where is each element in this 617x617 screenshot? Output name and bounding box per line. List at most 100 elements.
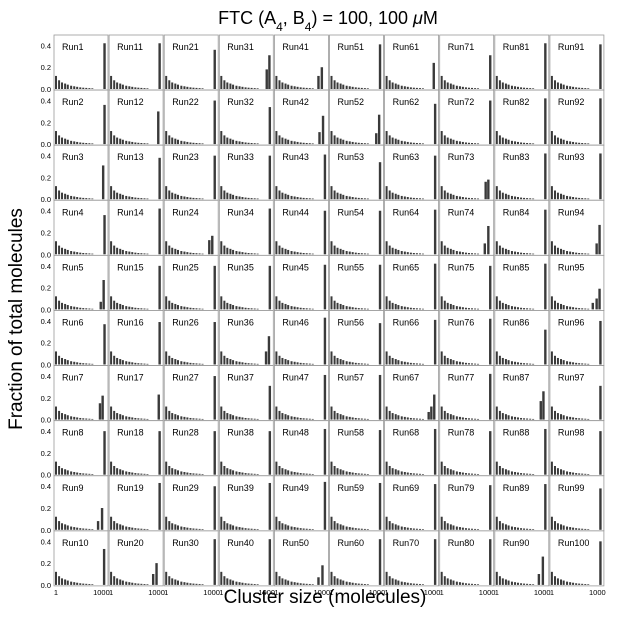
bar bbox=[550, 351, 553, 365]
panel-frame bbox=[549, 254, 605, 311]
run-label: Run30 bbox=[172, 538, 199, 548]
bar bbox=[79, 307, 82, 310]
x-tick-label: 1000 bbox=[93, 588, 110, 597]
bar bbox=[581, 308, 584, 310]
bar bbox=[458, 141, 461, 145]
run-label: Run28 bbox=[172, 428, 199, 438]
bar bbox=[110, 351, 113, 365]
bar bbox=[121, 139, 124, 145]
bar bbox=[58, 576, 61, 585]
bar bbox=[58, 135, 61, 145]
run-label: Run75 bbox=[448, 262, 475, 272]
panel-frame bbox=[384, 475, 440, 532]
bar bbox=[467, 197, 470, 200]
bar bbox=[58, 300, 61, 310]
bar bbox=[470, 308, 473, 310]
run-panel: Run14 bbox=[108, 199, 164, 256]
run-panel: Run58 bbox=[329, 420, 384, 477]
bar bbox=[201, 584, 204, 585]
bar bbox=[235, 471, 238, 475]
bar bbox=[281, 468, 284, 475]
bar bbox=[91, 88, 94, 89]
bar bbox=[584, 198, 587, 200]
bar bbox=[186, 472, 189, 475]
bar bbox=[440, 186, 443, 200]
bar bbox=[287, 360, 290, 365]
bar bbox=[226, 302, 229, 310]
y-tick-label: 0.0 bbox=[41, 581, 51, 590]
panel-frame bbox=[108, 199, 164, 256]
bar bbox=[529, 528, 532, 530]
bar bbox=[397, 525, 400, 530]
bar bbox=[581, 253, 584, 255]
bar bbox=[143, 308, 146, 310]
x-tick-label: 1000 bbox=[534, 588, 551, 597]
bar bbox=[446, 137, 449, 145]
bar bbox=[250, 528, 253, 530]
bar bbox=[220, 241, 223, 255]
bar bbox=[281, 523, 284, 530]
panel-frame bbox=[549, 475, 605, 532]
bar bbox=[128, 471, 131, 475]
bar bbox=[572, 362, 575, 365]
bar-large-cluster bbox=[213, 539, 216, 585]
bar bbox=[76, 362, 79, 365]
bar bbox=[168, 465, 171, 475]
bar bbox=[388, 190, 391, 200]
bar bbox=[79, 362, 82, 365]
bar bbox=[504, 469, 507, 475]
bar-large-cluster bbox=[268, 55, 271, 89]
bar bbox=[235, 251, 238, 255]
bar bbox=[113, 190, 116, 200]
bar bbox=[302, 363, 305, 365]
bar bbox=[333, 521, 336, 530]
bar bbox=[247, 363, 250, 365]
bar bbox=[391, 247, 394, 255]
bar bbox=[305, 583, 308, 585]
bar bbox=[119, 83, 122, 89]
bar bbox=[247, 142, 250, 145]
bar bbox=[449, 469, 452, 475]
run-label: Run24 bbox=[172, 207, 199, 217]
bar bbox=[526, 418, 529, 420]
bar bbox=[339, 524, 342, 530]
bar bbox=[256, 584, 259, 585]
bar bbox=[556, 413, 559, 420]
bar bbox=[452, 470, 455, 475]
bar bbox=[176, 249, 179, 255]
bar bbox=[406, 472, 409, 475]
panel-frame bbox=[384, 420, 440, 477]
bar bbox=[566, 526, 569, 530]
bar-large-cluster bbox=[489, 485, 492, 530]
bar bbox=[575, 417, 578, 420]
bar bbox=[572, 307, 575, 310]
bar bbox=[556, 578, 559, 585]
bar-large-cluster bbox=[427, 411, 430, 420]
bar bbox=[55, 351, 57, 365]
bar bbox=[110, 571, 113, 585]
bar bbox=[461, 141, 464, 145]
y-tick-label: 0.2 bbox=[41, 284, 51, 293]
bar bbox=[293, 141, 296, 145]
bar bbox=[366, 529, 369, 530]
bar bbox=[333, 80, 336, 89]
bar bbox=[526, 198, 529, 200]
bar-large-cluster bbox=[544, 329, 547, 365]
bar bbox=[569, 416, 572, 420]
bar bbox=[409, 528, 412, 530]
bar bbox=[223, 410, 226, 420]
bar bbox=[119, 303, 122, 310]
run-panel: Run44 bbox=[273, 199, 329, 256]
bar bbox=[575, 142, 578, 145]
bar bbox=[146, 529, 149, 530]
bar bbox=[174, 138, 177, 145]
bar bbox=[278, 521, 281, 530]
bar-large-cluster bbox=[595, 298, 598, 310]
panel-frame bbox=[108, 254, 164, 311]
bar-large-cluster bbox=[213, 100, 216, 145]
bar bbox=[560, 248, 563, 255]
bar bbox=[311, 418, 314, 420]
bar bbox=[504, 414, 507, 420]
panel-frame bbox=[494, 420, 550, 477]
bar bbox=[406, 141, 409, 145]
